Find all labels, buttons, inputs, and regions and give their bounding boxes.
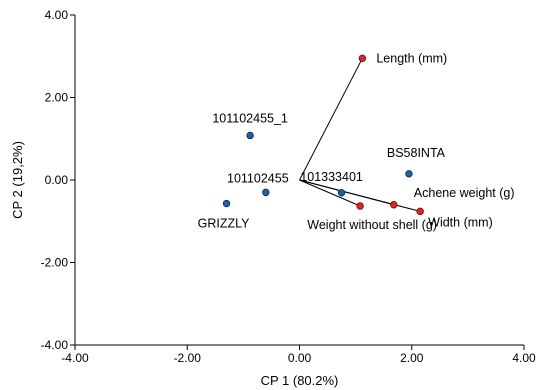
variable-point [416, 207, 424, 216]
x-tick-label: 4.00 [512, 351, 536, 365]
variable-label: Achene weight (g) [414, 186, 515, 200]
x-tick-label: -4.00 [61, 351, 89, 365]
variable-point [356, 202, 364, 210]
observation-point [246, 131, 254, 140]
x-tick-label: -2.00 [174, 351, 202, 365]
variable-point [390, 201, 398, 209]
observation-label: 101102455_1 [212, 111, 288, 125]
observation-point [222, 199, 231, 208]
variable-vector [299, 179, 421, 212]
y-tick-label: 0.00 [45, 173, 69, 187]
y-tick-label: -4.00 [41, 338, 69, 352]
x-tick-label: 2.00 [400, 351, 424, 365]
observation-label: 101102455 [227, 171, 289, 185]
observation-point [337, 189, 346, 197]
y-axis-title: CP 2 (19,2%) [10, 141, 25, 219]
observation-label: 101333401 [300, 170, 363, 184]
y-tick-label: 4.00 [45, 8, 69, 22]
observation-label: BS58INTA [387, 146, 446, 160]
y-tick-label: -2.00 [41, 256, 69, 270]
variable-label: Width (mm) [428, 215, 493, 229]
x-tick-label: 0.00 [288, 351, 312, 365]
variable-label: Weight without shell (g) [307, 218, 437, 232]
observation-point [262, 188, 270, 197]
variable-point [358, 54, 367, 63]
x-axis-title: CP 1 (80.2%) [261, 373, 339, 388]
variable-vector [299, 58, 363, 181]
ticks-layer: -4.00 -2.00 0.00 2.00 4.00 -4.00 -2.00 0.00 2.00… [41, 8, 536, 365]
observation-label: GRIZZLY [198, 217, 251, 231]
variable-label: Length (mm) [376, 51, 447, 65]
labels-layer: 101102455_1 101102455 GRIZZLY 101333401 BS58… [198, 51, 515, 232]
variable-vector [299, 179, 361, 207]
observation-point [405, 170, 413, 178]
points-layer [222, 54, 424, 216]
vectors-layer [299, 58, 421, 212]
y-tick-label: 2.00 [45, 91, 69, 105]
